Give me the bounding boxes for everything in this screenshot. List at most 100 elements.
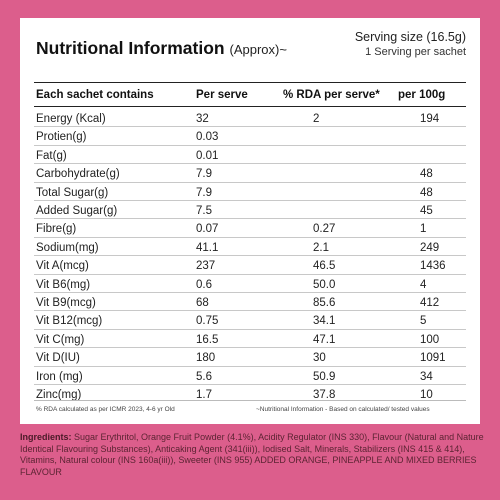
cell-rda: 0.27 [313,223,336,236]
row-divider [34,163,466,165]
cell-per-serve: 7.9 [196,168,212,181]
table-row: Vit B12(mcg) 0.75 34.1 5 [34,311,466,331]
cell-per-serve: 7.9 [196,186,212,199]
serving-info: Serving size (16.5g) 1 Serving per sache… [355,30,466,58]
footnote-approx: ~Nutritional Information - Based on calc… [256,406,430,413]
cell-per-serve: 237 [196,260,216,273]
cell-per-100g: 5 [420,315,427,328]
cell-per-100g: 34 [420,370,433,383]
cell-nutrient: Vit C(mg) [36,333,85,346]
cell-per-serve: 0.75 [196,315,219,328]
table-row: Fibre(g) 0.07 0.27 1 [34,219,466,239]
cell-nutrient: Vit B6(mg) [36,278,91,291]
cell-nutrient: Vit A(mcg) [36,260,89,273]
serving-size: Serving size (16.5g) [354,30,466,44]
cell-rda: 50.9 [313,370,336,383]
table-row: Sodium(mg) 41.1 2.1 249 [34,238,466,258]
row-divider [34,255,466,257]
row-divider [34,126,466,128]
cell-per-100g: 100 [420,333,440,346]
table-row: Vit D(IU) 180 30 1091 [34,348,466,368]
title-suffix: (Approx)~ [229,42,287,57]
row-divider [34,181,466,183]
cell-per-serve: 16.5 [196,333,219,346]
header-rule-top [34,82,466,83]
table-end-rule [34,400,466,401]
cell-rda: 2.1 [313,241,329,254]
panel-title: Nutritional Information (Approx)~ [36,38,287,59]
cell-per-serve: 0.03 [196,131,219,144]
row-divider [34,236,466,238]
row-divider [34,347,466,349]
cell-nutrient: Protien(g) [36,131,87,144]
table-row: Energy (Kcal) 32 2 194 [34,109,466,129]
table-header-row: Each sachet contains Per serve % RDA per… [34,85,466,105]
cell-rda: 30 [313,352,326,365]
table-row: Vit B6(mg) 0.6 50.0 4 [34,275,466,295]
row-divider [34,310,466,312]
cell-per-100g: 1436 [420,260,446,273]
table-row: Total Sugar(g) 7.9 48 [34,183,466,203]
table-row: Carbohydrate(g) 7.9 48 [34,164,466,184]
cell-per-100g: 45 [420,205,433,217]
cell-per-100g: 412 [420,297,440,309]
row-divider [34,144,466,146]
cell-per-100g: 10 [420,389,433,401]
cell-per-serve: 32 [196,113,209,125]
table-row: Fat(g) 0.01 [34,146,466,166]
row-divider [34,328,466,330]
table-row: Vit C(mg) 16.5 47.1 100 [34,330,466,350]
table-row: Vit A(mcg) 237 46.5 1436 [34,256,466,276]
cell-per-100g: 1091 [420,352,446,365]
cell-rda: 2 [313,113,320,125]
cell-nutrient: Sodium(mg) [36,241,99,254]
servings-per-pack: 1 Serving per sachet [365,46,466,58]
cell-nutrient: Fat(g) [36,149,67,162]
cell-per-100g: 48 [420,168,433,181]
cell-per-serve: 180 [196,352,216,365]
cell-rda: 50.0 [313,278,336,291]
cell-per-serve: 0.01 [196,149,219,162]
cell-rda: 46.5 [313,260,336,273]
header-per-100g: per 100g [398,89,446,101]
table-row: Zinc(mg) 1.7 37.8 10 [34,385,466,405]
row-divider [34,292,466,293]
cell-per-serve: 0.6 [196,278,212,291]
row-divider [34,273,466,275]
cell-per-serve: 7.5 [196,205,212,217]
header-rda: % RDA per serve* [283,89,380,101]
cell-nutrient: Vit B9(mcg) [36,297,96,309]
row-divider [34,365,466,367]
row-divider [34,384,466,385]
ingredients-text: Ingredients: Sugar Erythritol, Orange Fr… [20,432,486,478]
cell-nutrient: Carbohydrate(g) [36,168,120,181]
cell-nutrient: Total Sugar(g) [36,186,109,199]
cell-per-serve: 68 [196,297,209,309]
title-text: Nutritional Information [36,38,225,58]
cell-per-serve: 41.1 [196,241,219,254]
cell-per-100g: 249 [420,241,440,254]
table-row: Vit B9(mcg) 68 85.6 412 [34,293,466,313]
table-row: Added Sugar(g) 7.5 45 [34,201,466,221]
cell-per-serve: 5.6 [196,370,212,383]
cell-nutrient: Zinc(mg) [36,389,82,401]
cell-per-100g: 48 [420,186,433,199]
cell-nutrient: Vit D(IU) [36,352,80,365]
cell-nutrient: Energy (Kcal) [36,113,106,125]
header-nutrient: Each sachet contains [36,89,154,101]
table-row: Protien(g) 0.03 [34,127,466,147]
cell-per-serve: 1.7 [196,389,212,401]
cell-per-100g: 4 [420,278,427,291]
header-rule-bottom [34,106,466,107]
table-row: Iron (mg) 5.6 50.9 34 [34,367,466,387]
cell-per-100g: 1 [420,223,427,236]
ingredients-list: Sugar Erythritol, Orange Fruit Powder (4… [20,432,484,477]
cell-nutrient: Iron (mg) [36,370,83,383]
cell-per-100g: 194 [420,113,440,125]
footnote-rda: % RDA calculated as per ICMR 2023, 4-6 y… [36,406,175,413]
cell-per-serve: 0.07 [196,223,219,236]
cell-nutrient: Added Sugar(g) [36,205,118,217]
cell-rda: 85.6 [313,297,336,309]
row-divider [34,218,466,220]
header-per-serve: Per serve [196,89,248,101]
